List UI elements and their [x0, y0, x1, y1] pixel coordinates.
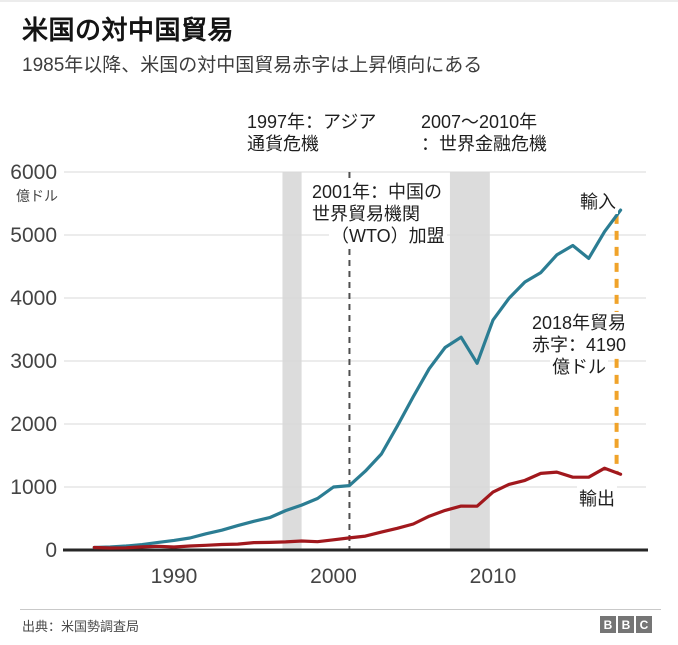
source-text: 出典：米国勢調査局 — [22, 619, 140, 634]
annotation-line: 2001年：中国の — [310, 181, 445, 203]
annotation-wto: 2001年：中国の 世界貿易機関 （WTO）加盟 — [310, 181, 447, 247]
annotation-line: （WTO）加盟 — [329, 225, 447, 247]
x-tick-label: 2010 — [470, 565, 517, 588]
bbc-logo: B B C — [600, 616, 652, 633]
x-tick-label: 1990 — [151, 565, 198, 588]
y-tick-label: 0 — [45, 539, 57, 562]
y-axis-unit-label: 億ドル — [16, 188, 58, 204]
page-title: 米国の対中国貿易 — [22, 15, 235, 45]
bbc-logo-letter: B — [618, 616, 634, 633]
annotation-line: 1997年：アジア — [245, 111, 379, 133]
annotation-line: 億ドル — [550, 356, 608, 378]
y-tick-label: 2000 — [10, 413, 57, 436]
annotation-line: ：世界金融危機 — [419, 133, 549, 155]
annotation-line: 世界貿易機関 — [310, 203, 422, 225]
annotation-line: 赤字：4190 — [529, 334, 629, 356]
y-tick-label: 4000 — [10, 287, 57, 310]
bbc-logo-letter: C — [636, 616, 652, 633]
annotation-asia-crisis: 1997年：アジア 通貨危機 — [245, 111, 379, 155]
annotation-line: 2018年貿易 — [529, 312, 629, 334]
x-tick-label: 2000 — [310, 565, 357, 588]
bbc-logo-letter: B — [600, 616, 616, 633]
exports-line — [92, 466, 623, 550]
page-subtitle: 1985年以降、米国の対中国貿易赤字は上昇傾向にある — [22, 55, 483, 76]
annotation-financial-crisis: 2007〜2010年 ：世界金融危機 — [419, 111, 549, 155]
imports-series-label: 輸入 — [578, 188, 618, 214]
footer-divider — [20, 609, 661, 610]
y-tick-label: 5000 — [10, 224, 57, 247]
y-tick-label: 1000 — [10, 476, 57, 499]
imports-line — [92, 208, 623, 550]
y-tick-label: 6000 — [10, 161, 57, 184]
annotation-line: 通貨危機 — [245, 133, 321, 155]
exports-series-label: 輸出 — [577, 485, 617, 511]
y-tick-label: 3000 — [10, 350, 57, 373]
annotation-2018-deficit: 2018年貿易 赤字：4190 億ドル — [524, 312, 634, 378]
annotation-line: 2007〜2010年 — [419, 111, 540, 133]
